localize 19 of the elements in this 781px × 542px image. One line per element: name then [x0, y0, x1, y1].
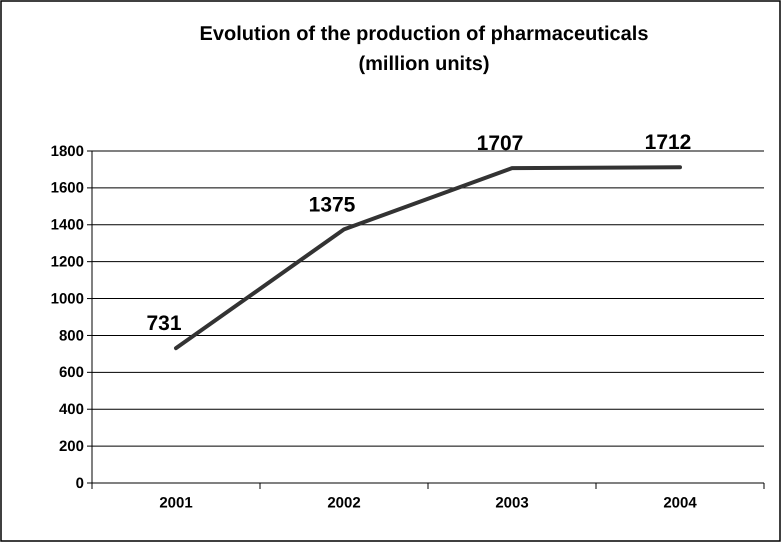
- data-label: 1375: [308, 193, 356, 216]
- x-tick-label: 2001: [159, 494, 193, 512]
- y-tick-label: 800: [58, 327, 84, 344]
- y-tick-label: 1600: [50, 180, 84, 197]
- y-tick-label: 1400: [50, 216, 84, 234]
- y-tick-label: 1800: [50, 142, 84, 160]
- y-tick-label: 1000: [50, 290, 84, 308]
- y-tick-label: 400: [58, 401, 84, 418]
- data-label: 1712: [644, 131, 692, 154]
- data-label: 731: [146, 312, 182, 336]
- y-tick-label: 600: [58, 364, 84, 382]
- y-tick-label: 0: [76, 474, 84, 492]
- x-tick-label: 2002: [327, 494, 361, 512]
- data-label: 1707: [476, 132, 524, 156]
- chart-title: Evolution of the production of pharmaceuticals (million units): [200, 23, 648, 75]
- x-tick-label: 2004: [663, 494, 698, 512]
- y-tick-label: 200: [58, 438, 84, 455]
- y-tick-label: 1200: [50, 253, 84, 270]
- x-tick-label: 2003: [495, 494, 529, 512]
